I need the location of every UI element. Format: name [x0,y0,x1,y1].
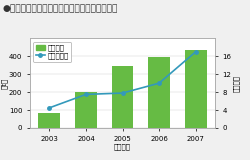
Y-axis label: （万本）: （万本） [233,75,240,92]
X-axis label: （年度）: （年度） [114,143,131,150]
Text: ●トナーコンテナの回収重量および再利用本数: ●トナーコンテナの回収重量および再利用本数 [2,5,118,14]
Bar [185,50,206,128]
Legend: 回収重量, 再利用本数: 回収重量, 再利用本数 [34,42,72,62]
Bar [112,66,134,128]
Y-axis label: （t）: （t） [1,78,8,89]
Bar [75,92,97,128]
Bar [148,57,170,128]
Bar [38,113,60,128]
